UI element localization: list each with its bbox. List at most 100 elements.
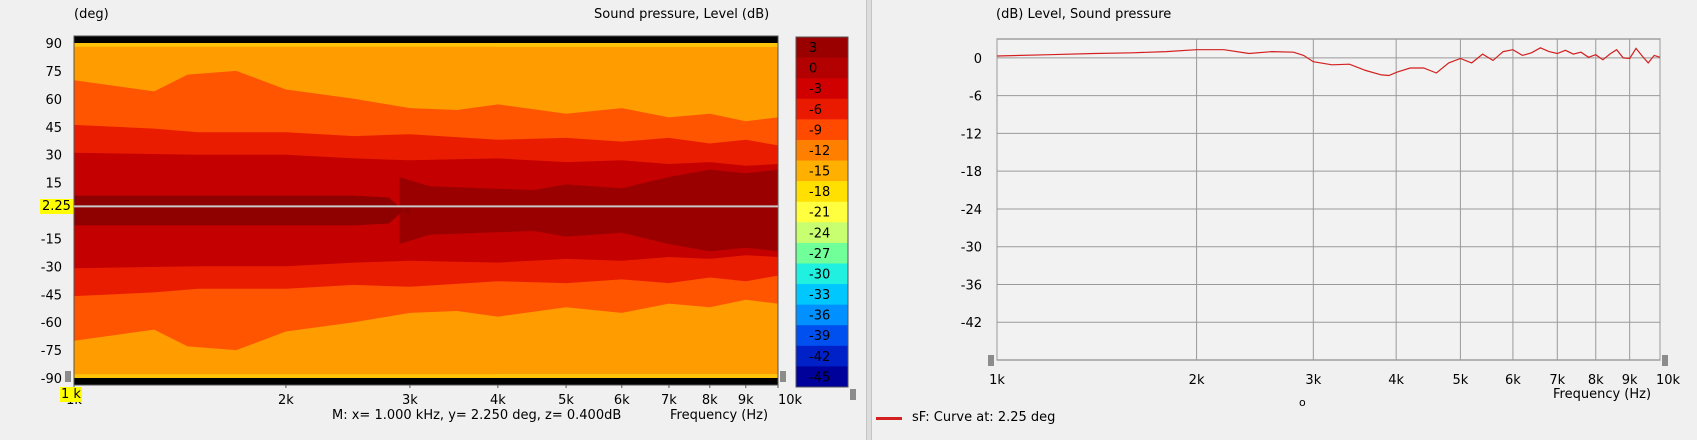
colorbar-label: -6 [809,103,822,118]
colorbar-label: -24 [809,226,830,241]
colorbar-label: -21 [809,206,830,221]
cursor-status: M: x= 1.000 kHz, y= 2.250 deg, z= 0.400d… [332,408,622,423]
contour-x-axis-label: Frequency (Hz) [670,408,769,423]
line-y-tick-label: -36 [961,278,982,293]
contour-y-tick-label: -90 [41,372,62,387]
colorbar-label: -33 [809,288,830,303]
line-y-tick-label: -18 [961,165,982,180]
contour-y-tick-label: -15 [41,232,62,247]
series-line [996,47,1661,77]
line-y-tick-label: -24 [961,203,982,218]
contour-x-tick-label: 8k [702,393,718,408]
colorbar-label: -15 [809,165,830,180]
contour-y-tick-label: -30 [41,260,62,275]
colorbar-swatch [796,98,848,120]
contour-y-tick-label: 75 [45,65,62,80]
colorbar-swatch [796,345,848,367]
colorbar-label: -18 [809,185,830,200]
colorbar-label: -12 [809,144,830,159]
colorbar-swatch [796,366,848,388]
contour-x-tick-label: 9k [738,393,754,408]
panel-splitter[interactable] [866,0,872,440]
line-x-tick-label: 10k [1656,373,1681,388]
contour-x-tick-label: 3k [402,393,418,408]
line-y-tick-label: 0 [974,52,982,67]
colorbar-label: -9 [809,123,822,138]
colorbar-label: -27 [809,247,830,262]
colorbar-label: -3 [809,82,822,97]
cursor-y-readout: 2.25 [40,199,73,214]
legend-entry: sF: Curve at: 2.25 deg [912,410,1056,425]
contour-x-tick-label: 2k [278,393,294,408]
colorbar-swatch [796,325,848,347]
response-chart[interactable]: 0 -6 -12 -18 -24 -30 -36 -42 1k 2k 3k 4k 5k 6k 7k 8k 9k… [872,0,1697,440]
top-edge-bar [74,36,778,43]
colorbar-label: 3 [809,41,817,56]
bottom-edge-bar [74,378,778,385]
contour-x-tick-label: 4k [490,393,506,408]
contour-y-tick-label: 30 [45,149,62,164]
colorbar-swatch [796,304,848,326]
contour-panel: (deg) Sound pressure, Level (dB) 90 75 60 4… [0,0,866,440]
colorbar-swatch [796,242,848,264]
line-x-tick-label: 4k [1388,373,1404,388]
contour-x-tick-label: 10k [778,393,803,408]
line-right-handle [1662,355,1668,366]
contour-band-7 [74,195,410,226]
line-plot-area [996,38,1661,361]
line-x-tick-label: 2k [1189,373,1205,388]
line-left-handle [988,355,994,366]
response-x-axis-label: Frequency (Hz) [1553,387,1652,402]
contour-y-tick-label: 90 [45,37,62,52]
contour-title: Sound pressure, Level (dB) [594,7,770,22]
colorbar-label: 0 [809,62,817,77]
contour-y-tick-label: 45 [45,121,62,136]
legend-swatch [876,417,902,420]
colorbar-label: -36 [809,309,830,324]
contour-band-6 [399,169,778,252]
contour-y-tick-label: -75 [41,344,62,359]
contour-frame-border [73,35,779,386]
response-title: (dB) Level, Sound pressure [996,7,1172,22]
line-y-tick-label: -42 [961,316,982,331]
contour-y-tick-label: -45 [41,288,62,303]
line-y-tick-label: -30 [961,241,982,256]
line-x-tick-label: 9k [1622,373,1638,388]
colorbar-swatch [796,181,848,203]
colorbar-swatch [796,263,848,285]
line-x-tick-label: 1k [989,373,1005,388]
colorbar-label: -45 [809,370,830,385]
colorbar-label: -42 [809,350,830,365]
line-y-tick-label: -6 [969,90,982,105]
colorbar-swatch [796,139,848,162]
contour-x-tick-label: 5k [558,393,574,408]
contour-y-unit: (deg) [74,7,109,22]
right-scroll-handle [780,371,786,382]
colorbar-handle [850,389,856,400]
colorbar-swatch [796,284,848,306]
line-y-tick-label: -12 [961,127,982,142]
colorbar-swatch [796,57,848,79]
colorbar-swatch [796,201,848,223]
line-x-tick-label: 3k [1305,373,1321,388]
contour-x-tick-label: 7k [661,393,677,408]
line-x-tick-label: 5k [1453,373,1469,388]
response-panel: (dB) Level, Sound pressure 0 -6 -12 -18 -24 -… [872,0,1697,440]
cursor-x-readout: 1 k [60,387,82,402]
contour-y-tick-label: -60 [41,316,62,331]
colorbar-swatch [796,222,848,244]
contour-y-tick-label: 60 [45,93,62,108]
line-x-tick-label: 6k [1505,373,1521,388]
colorbar-swatch [796,160,848,182]
colorbar-swatch [796,119,848,141]
line-x-tick-label: 7k [1549,373,1565,388]
colorbar-label: -30 [809,267,830,282]
contour-y-tick-label: 15 [45,177,62,192]
line-x-tick-label: 8k [1588,373,1604,388]
colorbar-border [795,36,849,388]
marker-circle: o [1299,396,1306,409]
colorbar-label: -39 [809,329,830,344]
contour-x-tick-label: 6k [614,393,630,408]
colorbar-swatch [796,37,848,59]
